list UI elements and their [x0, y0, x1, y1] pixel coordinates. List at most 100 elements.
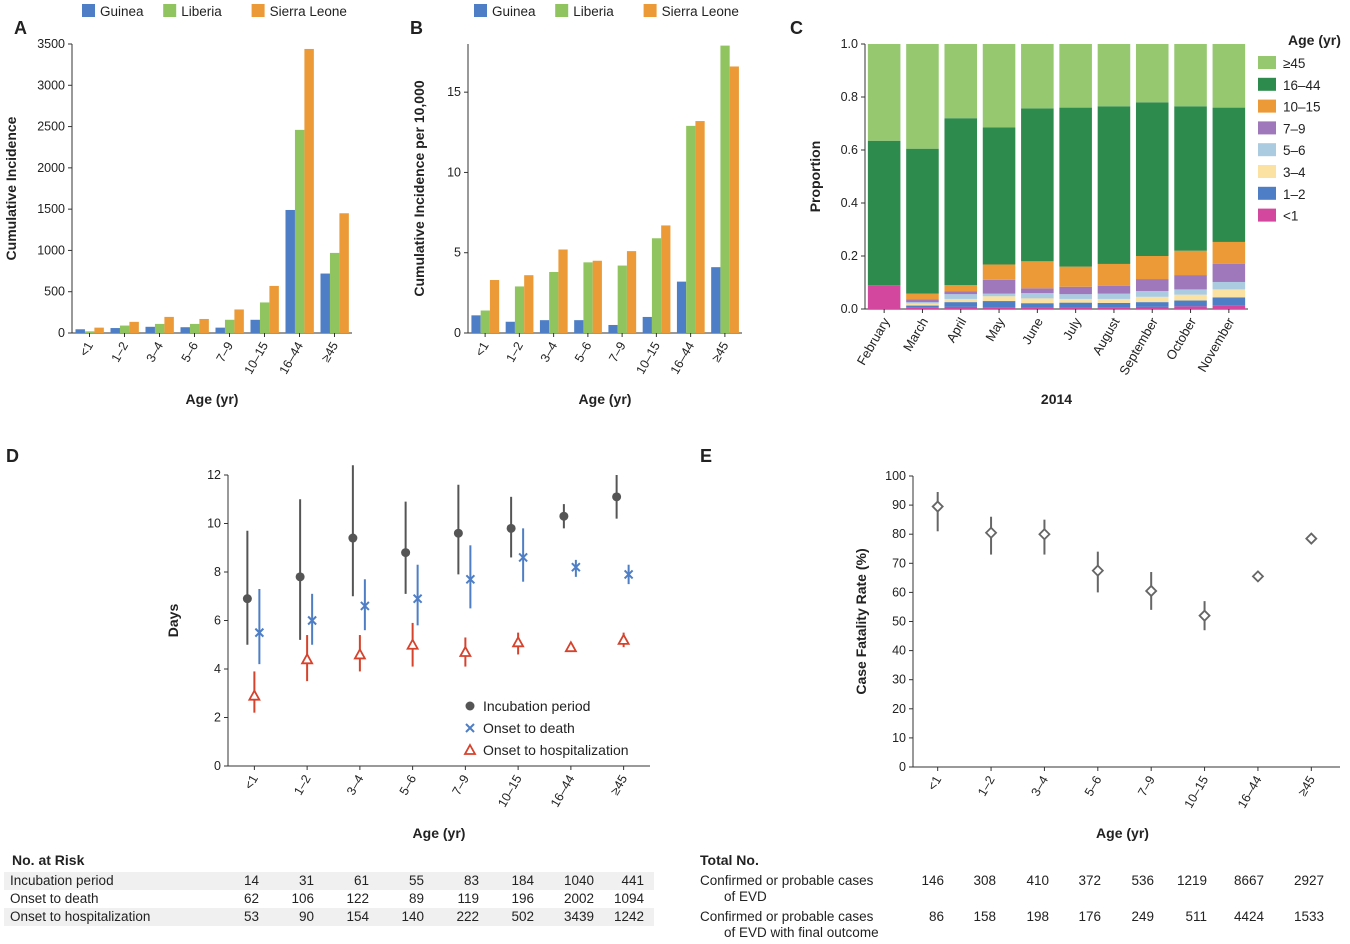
marker-incubation: [242, 594, 252, 604]
stack-segment: [906, 307, 939, 309]
stack-segment: [906, 44, 939, 149]
table-cell: 536: [1131, 873, 1154, 888]
y-tick-label: 2000: [37, 161, 65, 175]
y-tick-label: 15: [447, 85, 461, 99]
y-tick-label: 100: [885, 469, 906, 483]
bar-liberia: [189, 323, 200, 333]
bar-guinea: [215, 327, 225, 333]
legend-swatch: [1258, 56, 1276, 69]
bar-sierra-leone: [234, 309, 244, 333]
table-cell: 1219: [1176, 873, 1207, 888]
legend-swatch: [643, 4, 657, 17]
legend-title: Age (yr): [1288, 32, 1341, 48]
stack-segment: [1174, 289, 1207, 295]
x-tick-label: November: [1194, 314, 1237, 374]
y-tick-label: 3000: [37, 78, 65, 92]
marker-onset-to-death: [518, 552, 528, 563]
legend-label: 7–9: [1283, 121, 1306, 136]
bar-sierra-leone: [592, 260, 602, 333]
y-tick-label: 70: [892, 556, 906, 570]
x-tick-label: 3–4: [538, 339, 561, 364]
bar-guinea: [145, 326, 155, 333]
legend-label: 3–4: [1283, 165, 1306, 180]
bar-guinea: [539, 320, 550, 333]
stack-segment: [1212, 305, 1246, 309]
bar-liberia: [480, 310, 490, 333]
x-tick-label: 5–6: [572, 339, 595, 364]
legend-label: 1–2: [1283, 187, 1306, 202]
legend-swatch: [1258, 208, 1276, 222]
legend-swatch: [1258, 121, 1276, 135]
marker-case-fatality-rate: [1091, 564, 1105, 577]
x-tick-label: April: [943, 315, 969, 345]
stack-segment: [906, 148, 939, 294]
x-tick-label: March: [900, 315, 931, 354]
bar-guinea: [75, 329, 85, 333]
marker-incubation: [348, 533, 358, 543]
stack-segment: [1059, 302, 1092, 308]
table-cell: 122: [346, 891, 369, 906]
stack-segment: [1021, 108, 1054, 262]
x-tick-label: 7–9: [1135, 773, 1158, 798]
stack-segment: [944, 118, 978, 286]
marker-incubation: [559, 511, 569, 521]
bar-guinea: [711, 267, 721, 333]
y-tick-label: 20: [892, 702, 906, 716]
bar-sierra-leone: [729, 66, 739, 333]
stack-segment: [867, 285, 901, 309]
x-tick-label: 3–4: [1028, 773, 1051, 798]
y-tick-label: 8: [214, 565, 221, 579]
legend-label: 5–6: [1283, 143, 1306, 158]
bar-sierra-leone: [661, 225, 671, 333]
bar-liberia: [119, 325, 130, 333]
y-axis-title: Cumulative Incidence: [3, 116, 19, 260]
stack-segment: [982, 301, 1016, 308]
legend-marker-incubation: [465, 701, 475, 711]
stack-segment: [1021, 298, 1054, 304]
bar-liberia: [583, 262, 593, 333]
bar-guinea: [180, 327, 190, 333]
stack-segment: [1059, 44, 1092, 108]
legend-label: Sierra Leone: [662, 4, 739, 19]
legend-label: ≥45: [1283, 56, 1305, 71]
stack-segment: [1097, 302, 1131, 308]
stack-segment: [944, 306, 978, 309]
x-tick-label: May: [982, 315, 1008, 344]
y-tick-label: 50: [892, 615, 906, 629]
x-tick-label: February: [854, 315, 893, 368]
legend-swatch: [1258, 165, 1276, 178]
legend-label: <1: [1283, 209, 1298, 224]
row-label: Incubation period: [10, 873, 114, 888]
stack-segment: [1059, 294, 1092, 299]
table-cell: 502: [511, 909, 534, 924]
stack-segment: [906, 305, 939, 308]
stack-segment: [982, 296, 1016, 302]
stack-segment: [982, 279, 1016, 294]
table-cell: 31: [298, 873, 314, 888]
bar-guinea: [110, 328, 120, 333]
stack-segment: [1212, 241, 1246, 264]
y-tick-label: 3500: [37, 37, 65, 51]
stack-segment: [1021, 44, 1054, 109]
stack-segment: [1021, 261, 1054, 289]
y-tick-label: 1.0: [841, 37, 858, 51]
y-tick-label: 6: [214, 614, 221, 628]
y-tick-label: 40: [892, 644, 906, 658]
x-tick-label: 10–15: [495, 772, 525, 809]
y-axis-title: Case Fatality Rate (%): [853, 548, 869, 694]
total-no-title: Total No.: [700, 852, 759, 868]
marker-onset-to-death: [307, 615, 317, 626]
y-tick-label: 500: [44, 285, 65, 299]
legend-swatch: [163, 4, 177, 17]
bar-sierra-leone: [94, 327, 104, 333]
table-cell: 308: [973, 873, 996, 888]
marker-onset-to-death: [254, 627, 265, 638]
y-tick-label: 0.8: [841, 90, 858, 104]
legend-swatch: [1258, 143, 1276, 157]
table-row: Onset to death 62 106 122 89 119 196 2002 1094: [4, 890, 654, 908]
table-cell: 2927: [1293, 873, 1324, 888]
stack-segment: [944, 302, 978, 307]
stack-segment: [944, 291, 978, 295]
x-tick-label: <1: [925, 773, 944, 792]
